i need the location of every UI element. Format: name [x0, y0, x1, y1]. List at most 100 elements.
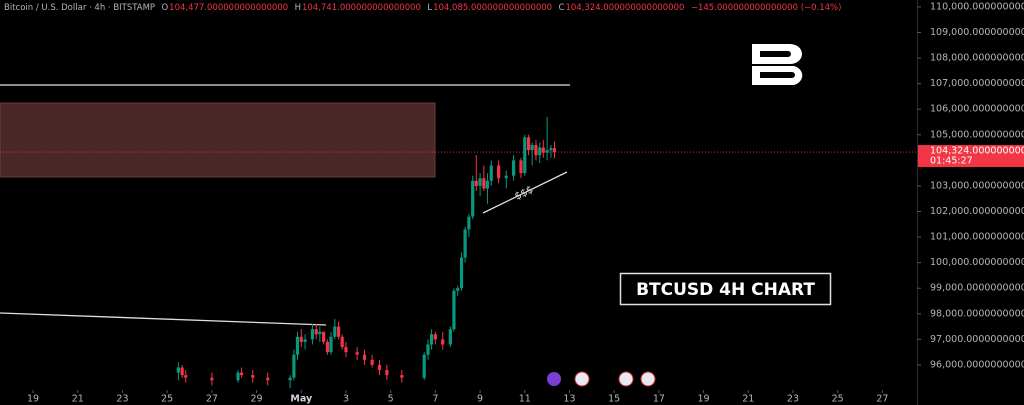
y-tick-label: 107,000.000000000000000 [930, 78, 1024, 89]
candle-body [545, 150, 549, 153]
trend-line [0, 312, 327, 326]
x-tick-label: 5 [388, 394, 394, 405]
ohlc-label: O [161, 3, 169, 13]
candle-body [534, 145, 538, 156]
candle-body [482, 178, 486, 189]
change: −145.000000000000000 (−0.14%) [690, 3, 842, 13]
x-tick-label: 21 [742, 394, 754, 405]
ohlc-value: 104,085.000000000000000 [433, 3, 553, 13]
y-tick-label: 106,000.000000000000000 [930, 104, 1024, 115]
symbol: Bitcoin / U.S. Dollar · 4h · BITSTAMP [4, 3, 156, 13]
candle-body [180, 367, 184, 376]
event-icon[interactable] [547, 372, 561, 386]
candle-body [511, 160, 516, 176]
x-tick-label: 19 [27, 394, 39, 405]
chart-title: BTCUSD 4H CHART [636, 280, 815, 300]
candle-body [489, 165, 493, 181]
event-icon[interactable] [574, 371, 590, 387]
y-tick-label: 101,000.000000000000000 [930, 232, 1024, 243]
price-label-box [918, 145, 1024, 168]
x-tick-label: May [290, 394, 313, 405]
x-tick-label: 27 [206, 394, 218, 405]
x-tick-label: 21 [72, 394, 84, 405]
x-tick-label: 11 [519, 394, 531, 405]
y-tick-label: 98,000.000000000000000 [930, 308, 1024, 319]
candle-body [184, 375, 188, 378]
candle-body [478, 178, 482, 186]
candles [176, 116, 557, 388]
candle-body [176, 367, 180, 373]
candle-body [344, 347, 348, 353]
candle-body [429, 334, 434, 345]
ohlc-label: C [558, 3, 565, 13]
countdown: 01:45:27 [930, 156, 973, 167]
y-tick-label: 110,000.000000000000000 [930, 1, 1024, 12]
candle-body [303, 339, 307, 342]
y-tick-label: 108,000.000000000000000 [930, 53, 1024, 64]
ohlc-label: L [427, 3, 433, 13]
candle-body [333, 326, 337, 337]
x-tick-label: 23 [116, 394, 128, 405]
y-tick-label: 99,000.000000000000000 [930, 283, 1024, 294]
title-box [619, 272, 832, 306]
candle-body [426, 344, 430, 355]
candle-body [251, 375, 255, 378]
event-icons [547, 371, 656, 387]
candle-body [329, 336, 333, 353]
x-tick-label: 25 [832, 394, 844, 405]
y-tick-label: 96,000.000000000000000 [930, 359, 1024, 370]
candle-body [519, 160, 523, 174]
y-tick-label: 102,000.000000000000000 [930, 206, 1024, 217]
y-tick-label: 103,000.000000000000000 [930, 180, 1024, 191]
candle-body [530, 145, 534, 151]
candle-body [523, 137, 527, 174]
candle-body [541, 147, 545, 153]
candle-body [538, 147, 542, 156]
candle-body [314, 329, 318, 335]
candle-body [474, 180, 478, 186]
x-tick-label: 17 [653, 394, 665, 405]
ohlc-label: H [294, 3, 301, 13]
candle-body [370, 359, 374, 365]
candle-body [377, 364, 382, 371]
x-tick-label: 23 [787, 394, 799, 405]
candle-body [422, 354, 426, 378]
x-tick-label: 7 [432, 394, 438, 405]
supply-zone [0, 102, 436, 178]
candle-body [448, 329, 452, 345]
event-icon[interactable] [640, 371, 656, 387]
candle-body [310, 329, 315, 340]
candle-body [456, 288, 460, 291]
candle-body [552, 148, 557, 153]
candle-body [549, 148, 553, 151]
x-tick-label: 15 [608, 394, 620, 405]
candle-body [467, 216, 471, 230]
candle-body [336, 326, 341, 337]
candle-body [441, 339, 445, 345]
candle-body [295, 336, 300, 355]
candle-body [292, 354, 296, 378]
y-tick-label: 109,000.000000000000000 [930, 27, 1024, 38]
price-label: 104,324.000000000000000 [930, 146, 1024, 157]
candle-body [266, 377, 270, 381]
candle-body [452, 290, 456, 330]
liquidity-line [482, 171, 568, 214]
candle-body [433, 334, 437, 340]
candle-body [299, 336, 303, 342]
candle-body [485, 180, 490, 189]
candle-body [497, 165, 501, 179]
candle-body [340, 336, 344, 348]
x-tick-label: 25 [161, 394, 173, 405]
x-tick-label: 29 [251, 394, 263, 405]
y-tick-label: 105,000.000000000000000 [930, 129, 1024, 140]
x-tick-label: 3 [343, 394, 349, 405]
candle-body [459, 257, 464, 289]
candle-body [385, 370, 389, 376]
candle-body [504, 175, 508, 179]
y-tick-label: 97,000.000000000000000 [930, 334, 1024, 345]
logo [752, 44, 803, 85]
event-icon[interactable] [618, 371, 634, 387]
